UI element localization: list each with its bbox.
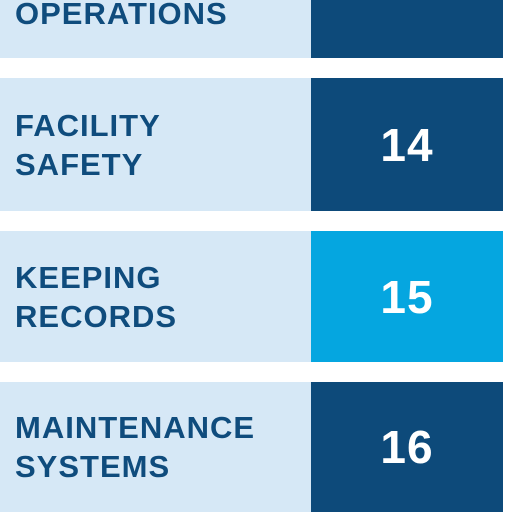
toc-row-facility-safety[interactable]: FACILITY SAFETY 14 bbox=[0, 78, 503, 211]
section-title-line: KEEPING bbox=[15, 259, 162, 295]
section-title-line: FACILITY bbox=[15, 107, 161, 143]
section-title-line: SAFETY bbox=[15, 146, 144, 182]
page-number-box: 13 bbox=[311, 0, 503, 58]
page-number-box: 15 bbox=[311, 231, 503, 362]
section-title: KEEPING RECORDS bbox=[0, 231, 311, 362]
toc-row-keeping-records[interactable]: KEEPING RECORDS 15 bbox=[0, 231, 503, 362]
page-number-box: 14 bbox=[311, 78, 503, 211]
section-title-line: RECORDS bbox=[15, 298, 178, 334]
toc-row-operations[interactable]: OPERATIONS 13 bbox=[0, 0, 503, 58]
page-number: 15 bbox=[380, 270, 434, 323]
section-title: OPERATIONS bbox=[0, 0, 311, 58]
toc-row-maintenance-systems[interactable]: MAINTENANCE SYSTEMS 16 bbox=[0, 382, 503, 512]
section-title-line: OPERATIONS bbox=[15, 0, 228, 31]
section-title: MAINTENANCE SYSTEMS bbox=[0, 382, 311, 512]
section-title-line: MAINTENANCE bbox=[15, 410, 256, 445]
page-number-box: 16 bbox=[311, 382, 503, 512]
section-title-line: SYSTEMS bbox=[15, 449, 171, 484]
section-title: FACILITY SAFETY bbox=[0, 78, 311, 211]
page-number: 14 bbox=[380, 118, 434, 171]
page-number: 13 bbox=[380, 0, 433, 4]
page-number: 16 bbox=[380, 421, 434, 473]
